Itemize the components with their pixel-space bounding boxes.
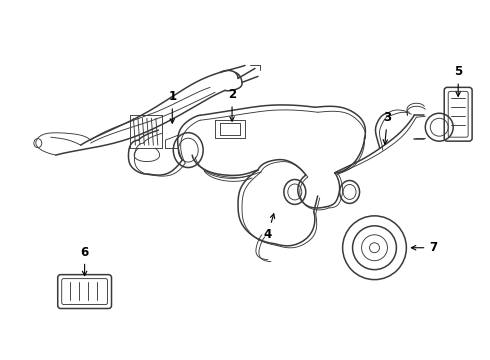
Text: 3: 3 bbox=[383, 111, 392, 144]
Text: 7: 7 bbox=[412, 241, 438, 254]
Text: 4: 4 bbox=[264, 214, 275, 241]
Text: 1: 1 bbox=[168, 90, 176, 123]
Text: 2: 2 bbox=[228, 88, 236, 121]
Text: 6: 6 bbox=[80, 246, 89, 276]
Text: 5: 5 bbox=[454, 66, 462, 96]
